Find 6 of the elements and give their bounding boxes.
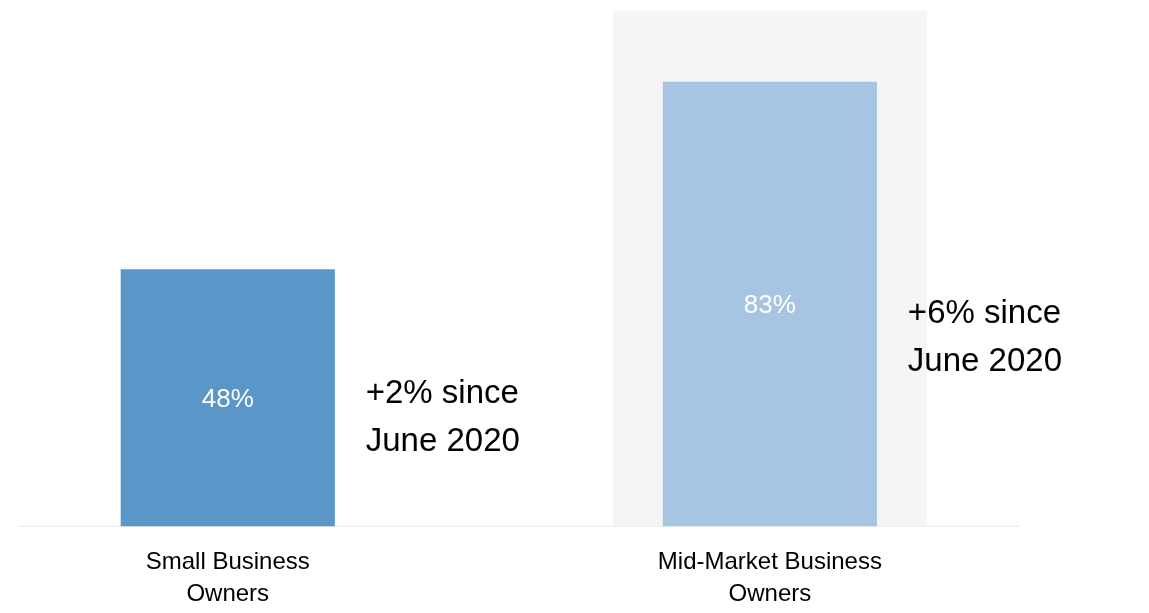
data-label: 48% (201, 382, 254, 413)
annotation: +6% since June 2020 (907, 292, 1062, 378)
annotation: +2% since June 2020 (365, 373, 520, 459)
x-tick-label: Small Business Owners (145, 546, 310, 606)
data-label: 83% (743, 289, 796, 320)
x-tick-label: Mid-Market Business Owners (657, 546, 882, 606)
